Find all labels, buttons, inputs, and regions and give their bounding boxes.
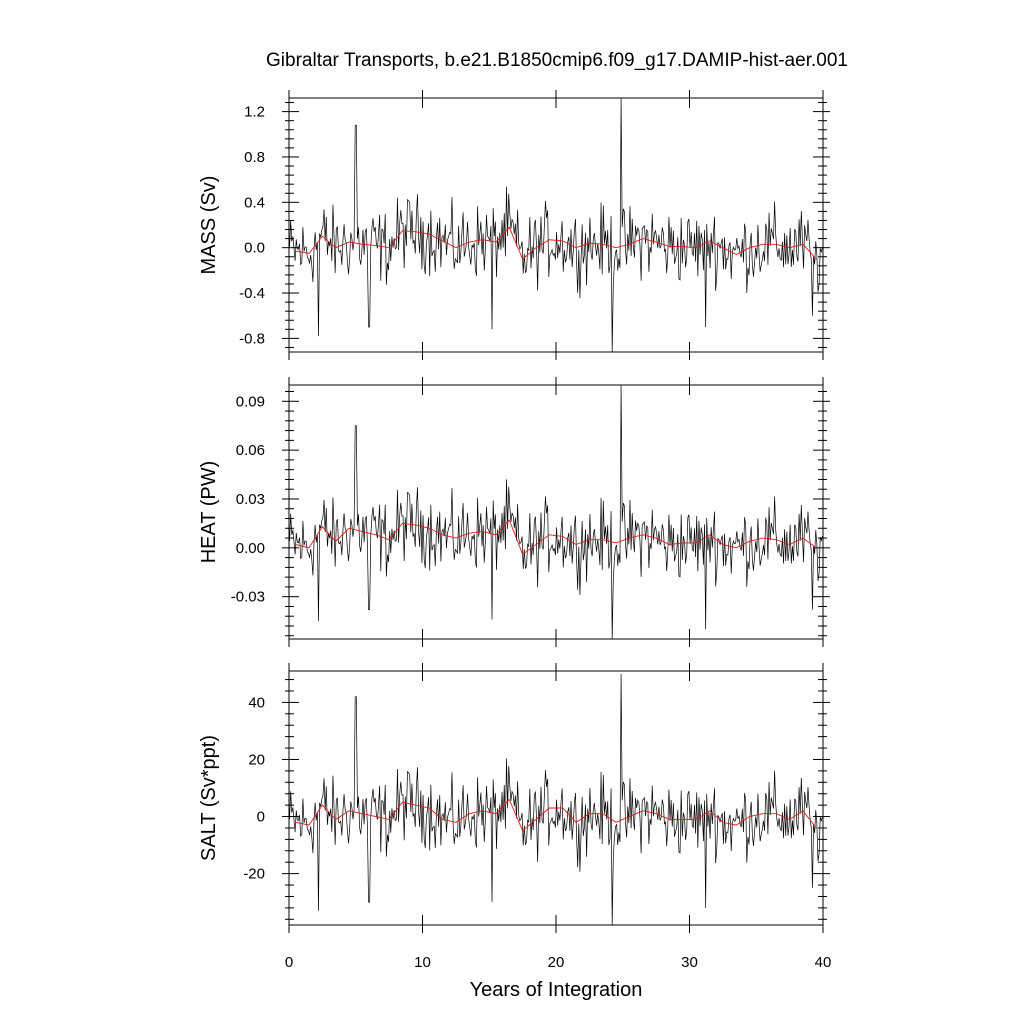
y-tick-label: 0.8 [244, 149, 265, 166]
x-tick-label: 10 [414, 954, 431, 971]
y-tick-label: 0.0 [244, 240, 265, 257]
y-tick-label: 20 [248, 751, 265, 768]
y-tick-label: 1.2 [244, 104, 265, 121]
x-axis-label: Years of Integration [470, 979, 643, 1001]
y-tick-label: 40 [248, 694, 265, 711]
series-raw-monthly [289, 98, 823, 352]
y-axis-label: MASS (Sv) [198, 176, 220, 275]
series-raw-monthly [289, 673, 823, 925]
panel-mass: -0.8 -0.4 0.0 0.4 0.8 1.2 MASS (Sv) [198, 90, 830, 360]
y-tick-label: 0.03 [236, 491, 265, 508]
plot-frame [288, 97, 824, 353]
series-raw-monthly [289, 385, 823, 639]
y-axis-label: SALT (Sv*ppt) [198, 735, 220, 861]
series-annual-smoothed [295, 519, 817, 556]
x-tick-label: 0 [285, 954, 293, 971]
y-tick-label: 0.00 [236, 540, 265, 557]
y-tick-label: -0.03 [231, 589, 265, 606]
panels: -0.8 -0.4 0.0 0.4 0.8 1.2 MASS (Sv) -0.03 0.00 0.… [198, 90, 831, 971]
x-tick-label: 20 [548, 954, 565, 971]
series-annual-smoothed [295, 798, 817, 832]
ticks [282, 663, 830, 933]
y-tick-label: 0.09 [236, 393, 265, 410]
y-tick-label: 0.4 [244, 194, 265, 211]
y-tick-label: 0.06 [236, 442, 265, 459]
y-axis-label: HEAT (PW) [198, 461, 220, 564]
plot-frame [288, 384, 824, 640]
panel-salt: -20 0 20 40 0 10 20 30 40 SALT (Sv*ppt) [198, 663, 831, 971]
panel-heat: -0.03 0.00 0.03 0.06 0.09 HEAT (PW) [198, 377, 830, 647]
y-tick-label: -0.8 [239, 330, 265, 347]
figure-title: Gibraltar Transports, b.e21.B1850cmip6.f… [266, 50, 848, 71]
ticks [282, 90, 830, 360]
x-tick-label: 40 [815, 954, 832, 971]
x-tick-label: 30 [681, 954, 698, 971]
y-tick-label: 0 [257, 809, 265, 826]
series-annual-smoothed [295, 226, 817, 260]
plot-frame [288, 670, 824, 926]
y-tick-label: -0.4 [239, 285, 265, 302]
ticks [282, 377, 830, 647]
y-tick-label: -20 [243, 866, 265, 883]
